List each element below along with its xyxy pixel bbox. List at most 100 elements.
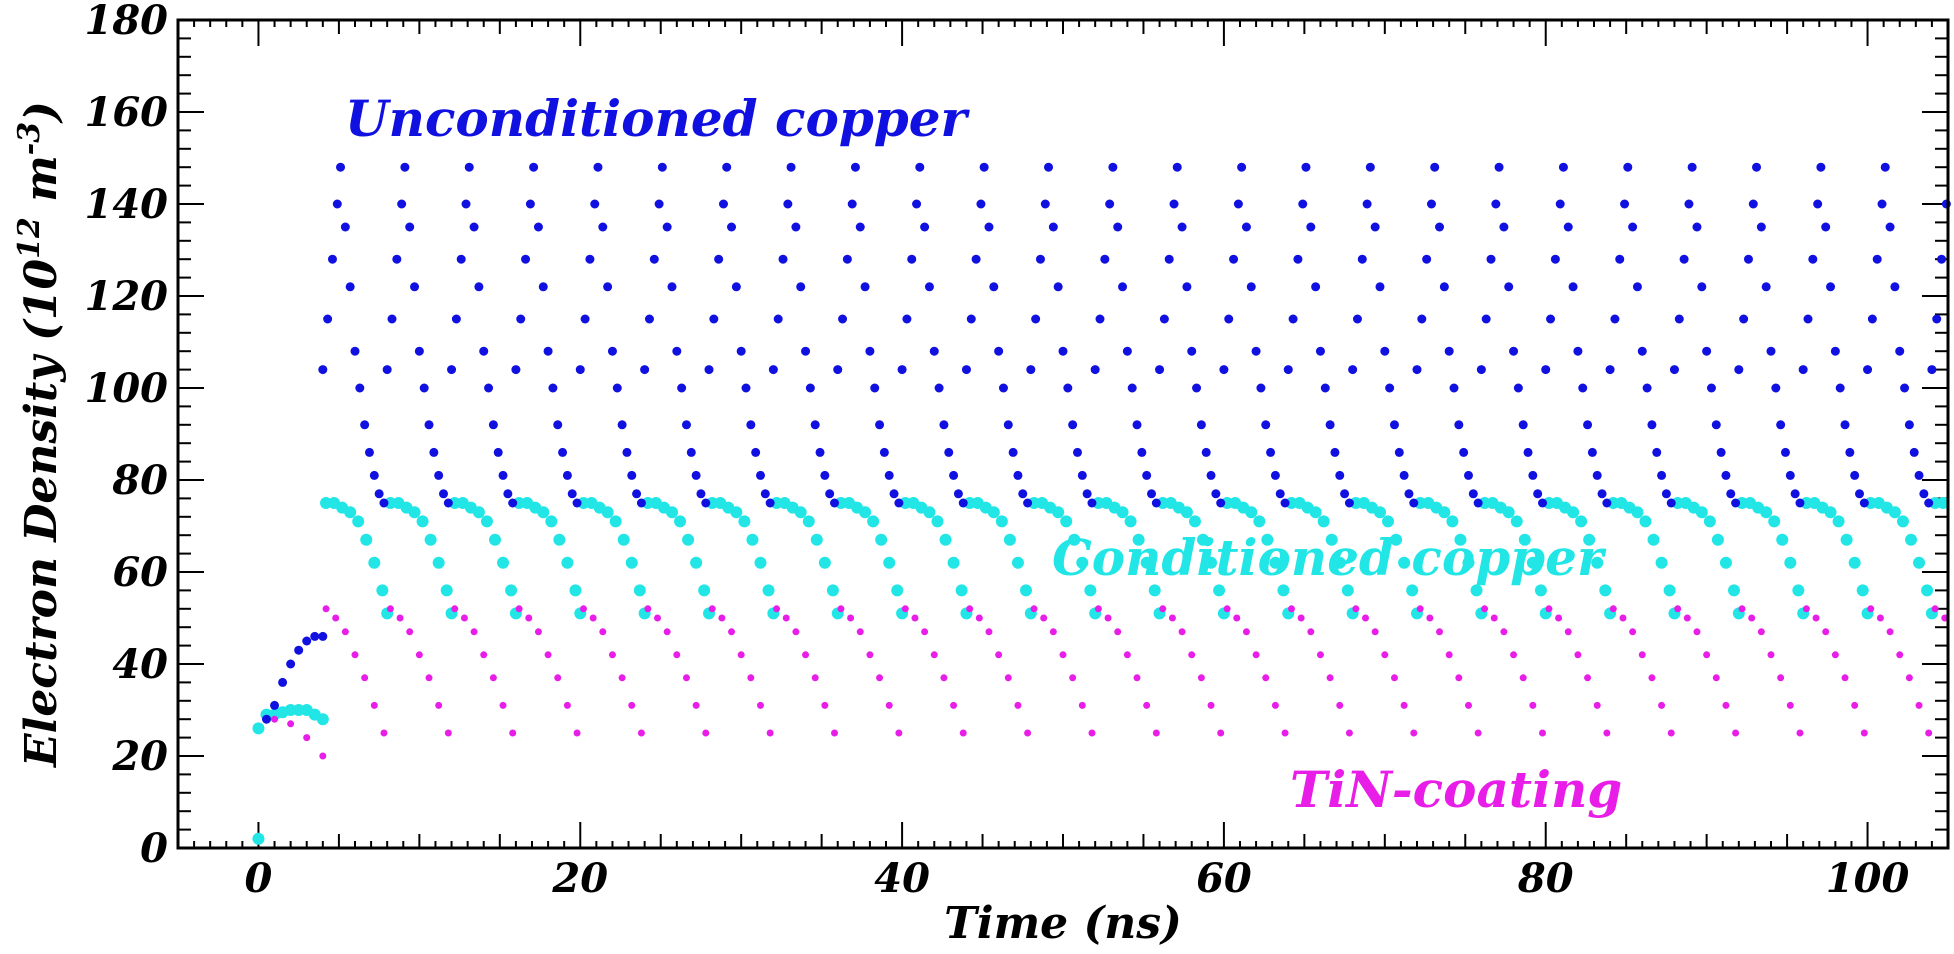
unconditioned-point [1105, 199, 1115, 209]
x-tick-label: 80 [1517, 855, 1574, 902]
tin-point [1152, 729, 1160, 737]
y-axis-title-exp1: 12 [12, 217, 47, 259]
tin-point [1143, 701, 1151, 709]
tin-point [1188, 651, 1196, 659]
conditioned-point [472, 506, 485, 519]
conditioned-point [416, 515, 429, 528]
unconditioned-point [1610, 314, 1620, 324]
conditioned-point [1824, 506, 1837, 519]
tin-point [1262, 674, 1270, 682]
tin-point [1024, 729, 1032, 737]
unconditioned-point [915, 162, 925, 172]
conditioned-point [883, 556, 896, 569]
unconditioned-point [760, 489, 770, 499]
unconditioned-point [1404, 489, 1414, 499]
unconditioned-point [1637, 346, 1647, 356]
unconditioned-point [1661, 489, 1671, 499]
unconditioned-point [636, 498, 646, 508]
unconditioned-point [1687, 162, 1697, 172]
conditioned-point [859, 506, 872, 519]
unconditioned-point [989, 282, 999, 292]
unconditioned-point [350, 346, 360, 356]
conditioned-point [316, 713, 329, 726]
tin-point [811, 674, 819, 682]
tin-point [1287, 605, 1295, 613]
unconditioned-point [585, 254, 595, 264]
conditioned-point [1245, 506, 1258, 519]
y-axis-title: Electron Density (1012 m-3) [12, 101, 68, 769]
unconditioned-point [1528, 470, 1538, 480]
conditioned-point [1840, 533, 1853, 546]
unconditioned-point [701, 498, 711, 508]
unconditioned-point [820, 470, 830, 480]
tin-point [885, 701, 893, 709]
conditioned-point [1591, 556, 1604, 569]
y-tick-label: 180 [85, 0, 169, 44]
tin-point [534, 628, 542, 636]
conditioned-point [746, 533, 759, 546]
tin-point [396, 614, 404, 622]
tin-point [1703, 651, 1711, 659]
unconditioned-point [429, 447, 439, 457]
tin-point [406, 628, 414, 636]
unconditioned-point [815, 447, 825, 457]
unconditioned-point [1494, 162, 1504, 172]
tin-point [341, 628, 349, 636]
y-tick-label: 80 [111, 457, 168, 504]
conditioned-point [1132, 533, 1145, 546]
tin-point [682, 674, 690, 682]
tin-point [1040, 614, 1048, 622]
conditioned-point [1454, 533, 1467, 546]
tin-point [1326, 674, 1334, 682]
unconditioned-point [1023, 498, 1033, 508]
unconditioned-point [1790, 489, 1800, 499]
unconditioned-point [1013, 470, 1023, 480]
unconditioned-point [1394, 447, 1404, 457]
conditioned-point [553, 533, 566, 546]
tin-point [1400, 701, 1408, 709]
conditioned-point [1639, 515, 1652, 528]
conditioned-point [1526, 556, 1539, 569]
unconditioned-point [971, 254, 981, 264]
conditioned-point [1655, 556, 1668, 569]
tin-point [579, 605, 587, 613]
unconditioned-point [1568, 282, 1578, 292]
unconditioned-point [1816, 162, 1826, 172]
conditioned-point [352, 515, 365, 528]
tin-point [525, 614, 533, 622]
conditioned-point [754, 556, 767, 569]
unconditioned-point [677, 383, 687, 393]
y-axis-title-main: Electron Density (10 [16, 258, 67, 768]
y-tick-label: 160 [85, 89, 169, 136]
unconditioned-point [667, 282, 677, 292]
tin-point [692, 701, 700, 709]
unconditioned-point [484, 383, 494, 393]
unconditioned-point [1192, 383, 1202, 393]
conditioned-point [1148, 584, 1161, 597]
unconditioned-point [397, 199, 407, 209]
tin-point [975, 614, 983, 622]
unconditioned-point [1835, 383, 1845, 393]
unconditioned-point [1196, 420, 1206, 430]
conditioned-point [1792, 584, 1805, 597]
unconditioned-point [727, 222, 737, 232]
tin-point [1593, 701, 1601, 709]
tin-point [451, 605, 459, 613]
tin-point [1104, 614, 1112, 622]
unconditioned-point [994, 346, 1004, 356]
unconditioned-point [1558, 162, 1568, 172]
unconditioned-point [860, 282, 870, 292]
unconditioned-point [1040, 199, 1050, 209]
tin-point [1416, 605, 1424, 613]
conditioned-point [1205, 556, 1218, 569]
conditioned-point [1663, 584, 1676, 597]
tin-point [959, 729, 967, 737]
conditioned-point [1832, 515, 1845, 528]
x-tick-label: 20 [551, 855, 608, 902]
unconditioned-point [617, 420, 627, 430]
unconditioned-point [294, 645, 304, 655]
unconditioned-point [508, 498, 518, 508]
unconditioned-point [1348, 365, 1358, 375]
unconditioned-point [1563, 222, 1573, 232]
unconditioned-point [538, 282, 548, 292]
